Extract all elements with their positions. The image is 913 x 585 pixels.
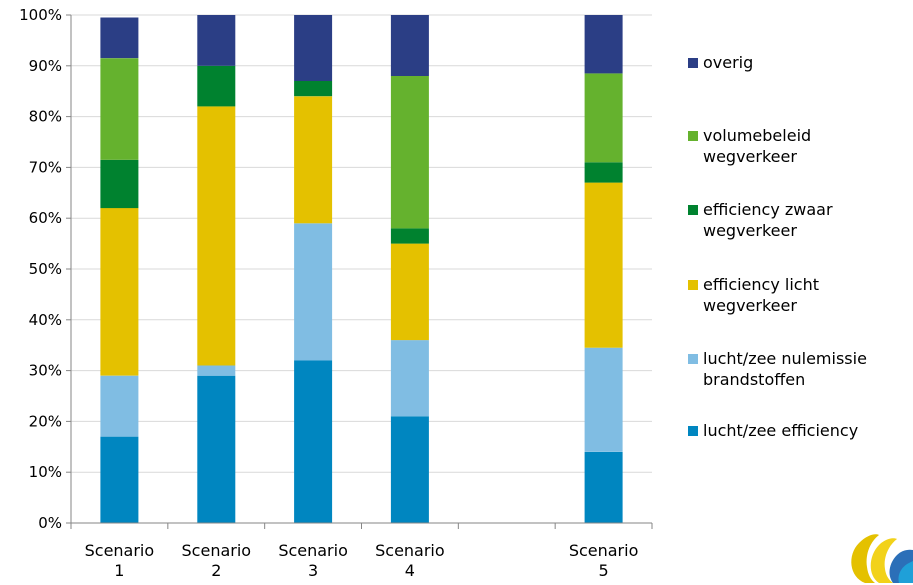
x-category-label: Scenario 1 [85, 541, 155, 580]
bar-segment [197, 365, 236, 376]
y-tick-label: 70% [29, 158, 62, 176]
bar-segment [100, 17, 139, 59]
bar-segment [390, 340, 429, 417]
y-tick-label: 40% [29, 311, 62, 329]
bar-segment [100, 436, 139, 523]
legend-swatch [688, 205, 698, 215]
bar-segment [197, 375, 236, 523]
bar-segment [390, 76, 429, 229]
legend-item: volumebeleid wegverkeer [688, 125, 913, 167]
bar-segment [390, 416, 429, 523]
x-axis-labels: Scenario 1 Scenario 2 Scenario 3 Scenario 4 Scen… [85, 541, 639, 580]
legend-swatch [688, 131, 698, 141]
legend-label: overig [703, 53, 754, 72]
x-category-label: Scenario 3 [278, 541, 348, 580]
bar-segment [584, 162, 623, 183]
bar-segment [100, 58, 139, 160]
y-tick-label: 80% [29, 108, 62, 126]
legend-swatch [688, 426, 698, 436]
legend-label: efficiency zwaar wegverkeer [703, 200, 833, 240]
bar-segment [584, 15, 623, 74]
bar-segment [294, 96, 333, 224]
bar-segment [390, 228, 429, 244]
legend-swatch [688, 280, 698, 290]
legend-item: overig [688, 52, 913, 73]
y-tick-label: 50% [29, 260, 62, 278]
bar-segment [584, 73, 623, 163]
bar-segment [584, 451, 623, 523]
bar-segment [197, 15, 236, 66]
legend-label: volumebeleid wegverkeer [703, 126, 812, 166]
bar-segment [390, 243, 429, 341]
y-tick-label: 0% [38, 514, 62, 532]
y-tick-label: 60% [29, 209, 62, 227]
y-axis-ticks: 0% 10% 20% 30% 40% 50% 60% 70% 80% 90% 100% [19, 6, 71, 532]
y-tick-label: 10% [29, 463, 62, 481]
y-tick-label: 90% [29, 57, 62, 75]
bar-segment [197, 65, 236, 107]
legend-label: lucht/zee nulemissie brandstoffen [703, 349, 867, 389]
bar-segment [100, 159, 139, 209]
bar-segment [294, 15, 333, 81]
x-category-label: Scenario 4 [375, 541, 445, 580]
legend-label: lucht/zee efficiency [703, 421, 859, 440]
x-category-label: Scenario 2 [182, 541, 252, 580]
bar-segment [100, 375, 139, 437]
bar-segment [584, 182, 623, 348]
bars [100, 15, 623, 523]
y-tick-label: 100% [19, 6, 62, 24]
legend-item: efficiency licht wegverkeer [688, 274, 913, 316]
bar-segment [197, 106, 236, 366]
bar-segment [294, 81, 333, 97]
gridlines [71, 14, 652, 473]
bar-segment [294, 360, 333, 523]
legend-item: lucht/zee efficiency [688, 420, 913, 441]
legend-label: efficiency licht wegverkeer [703, 275, 819, 315]
x-category-label: Scenario 5 [569, 541, 639, 580]
y-tick-label: 20% [29, 412, 62, 430]
bar-segment [390, 15, 429, 76]
bar-segment [584, 347, 623, 452]
y-tick-label: 30% [29, 362, 62, 380]
legend-swatch [688, 58, 698, 68]
legend-item: efficiency zwaar wegverkeer [688, 199, 913, 241]
bar-segment [100, 208, 139, 376]
axes [70, 15, 653, 529]
logo-icon [851, 534, 913, 583]
legend-item: lucht/zee nulemissie brandstoffen [688, 348, 913, 390]
bar-segment [294, 223, 333, 361]
legend-swatch [688, 354, 698, 364]
stacked-bar-chart: 0% 10% 20% 30% 40% 50% 60% 70% 80% 90% 100% Scenar… [19, 6, 653, 580]
